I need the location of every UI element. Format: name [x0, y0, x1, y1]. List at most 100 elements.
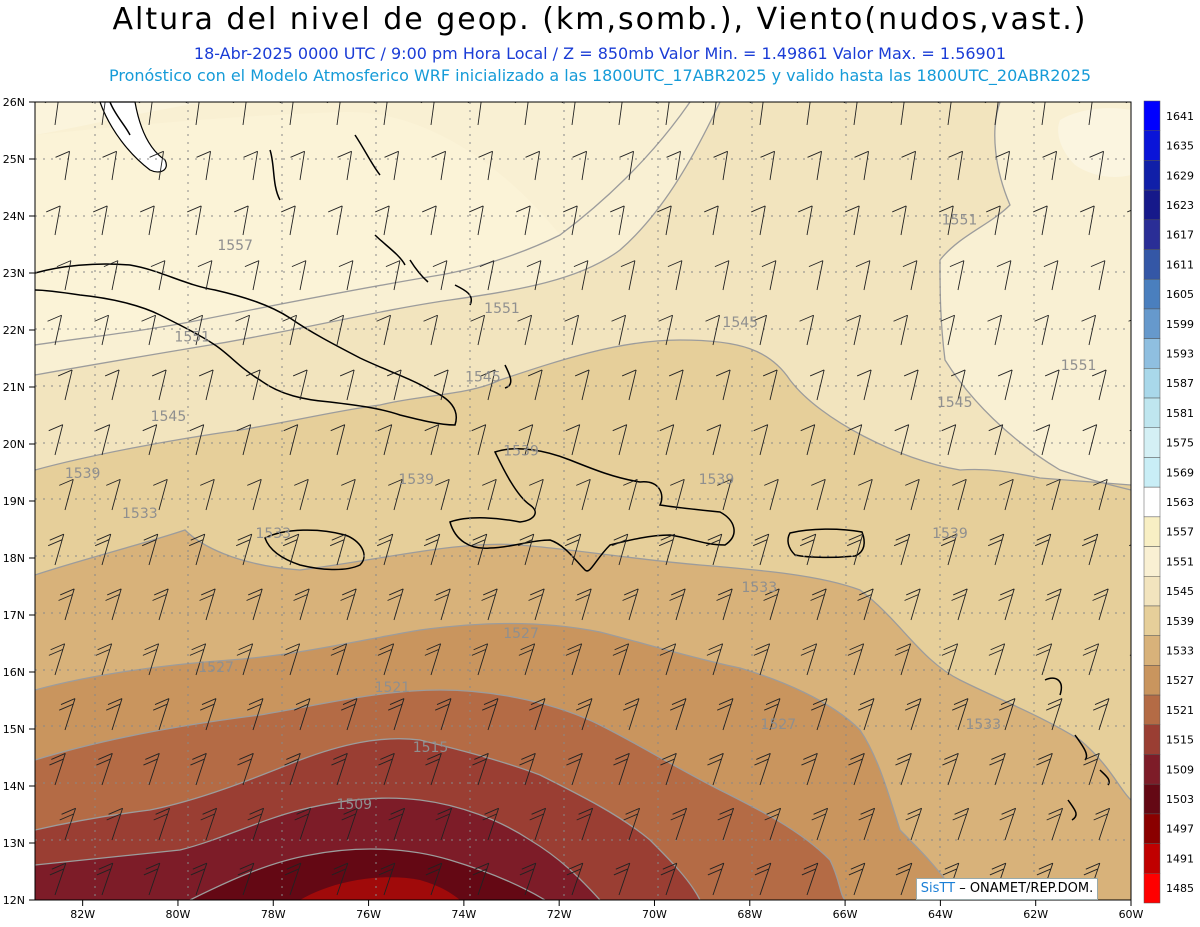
wind-barb	[657, 205, 672, 236]
wind-barb	[424, 533, 441, 566]
contour-label: 1539	[503, 443, 539, 459]
wind-barb	[235, 314, 250, 346]
wind-barb	[529, 807, 547, 841]
wind-barb	[1036, 752, 1053, 786]
wind-barb	[331, 862, 349, 896]
wind-barb	[905, 478, 920, 511]
wind-barb	[283, 643, 301, 676]
wind-barb	[232, 102, 247, 126]
wind-barb	[949, 260, 965, 291]
wind-barb	[847, 424, 863, 456]
wind-barb	[890, 102, 905, 126]
wind-barb	[433, 369, 449, 401]
wind-barb	[984, 102, 999, 126]
wind-barb	[754, 862, 772, 896]
contour-label: 1521	[375, 680, 411, 696]
wind-barb	[431, 150, 446, 181]
wind-barb	[150, 260, 166, 291]
wind-barb	[948, 150, 963, 181]
colorbar-swatch	[1143, 576, 1161, 607]
wind-barb	[59, 807, 77, 841]
wind-barb	[847, 643, 865, 676]
wind-barb	[284, 752, 301, 786]
wind-barb	[986, 205, 1001, 236]
wind-barb	[1034, 314, 1049, 346]
wind-barb	[903, 369, 919, 401]
wind-barb	[713, 150, 728, 181]
colorbar-swatch	[1143, 338, 1161, 369]
wind-barb	[905, 698, 922, 731]
wind-barb	[91, 102, 106, 126]
wind-barb	[810, 588, 827, 621]
wind-barb	[200, 807, 218, 841]
contour-label: 1527	[761, 717, 797, 733]
wind-barb	[858, 478, 873, 511]
wind-barb	[188, 314, 203, 346]
colorbar-label: 1509	[1166, 763, 1194, 776]
wind-barb	[434, 588, 451, 621]
colorbar-label: 1587	[1166, 377, 1194, 390]
wind-barb	[149, 150, 164, 181]
contour-label: 1533	[255, 526, 291, 542]
wind-barb	[670, 698, 687, 731]
wind-barb	[846, 314, 861, 346]
wind-barb	[197, 260, 213, 291]
wind-barb	[941, 424, 957, 456]
wind-barb	[48, 643, 66, 676]
wind-barb	[96, 752, 113, 786]
colorbar-label: 1491	[1166, 852, 1194, 865]
wind-barb	[96, 862, 114, 896]
colorbar-label: 1581	[1166, 407, 1194, 420]
wind-barb	[565, 643, 583, 676]
wind-barb	[655, 102, 670, 126]
wind-barb	[1082, 424, 1098, 456]
wind-barb	[848, 862, 866, 896]
wind-barb	[801, 752, 818, 786]
wind-barb	[857, 588, 874, 621]
wind-barb	[48, 424, 64, 456]
wind-barb	[234, 205, 249, 236]
colorbar-label: 1521	[1166, 704, 1194, 717]
wind-barb	[707, 862, 725, 896]
wind-barb	[330, 643, 348, 676]
wind-barb	[424, 643, 442, 676]
wind-barb	[377, 424, 393, 456]
contour-label: 1527	[198, 660, 234, 676]
wind-barb	[479, 260, 495, 291]
sistt-logo-text: SisTT	[920, 881, 956, 896]
colorbar-swatch	[1143, 694, 1161, 726]
wind-barb	[621, 369, 637, 401]
wind-barb	[717, 698, 734, 731]
wind-barb	[106, 807, 124, 841]
wind-barb	[574, 369, 590, 401]
wind-barb	[424, 424, 440, 456]
colorbar-swatch	[1143, 189, 1161, 221]
wind-barb	[1129, 654, 1131, 656]
wind-barb	[717, 807, 735, 841]
wind-barb	[189, 533, 206, 566]
wind-barb	[952, 807, 970, 841]
wind-barb	[152, 588, 169, 621]
geopotential-shading	[35, 102, 1131, 900]
wind-barb	[291, 260, 307, 291]
contour-label: 1545	[937, 395, 973, 411]
wind-barb	[44, 102, 59, 126]
colorbar-label: 1557	[1166, 526, 1194, 539]
wind-barb	[941, 533, 958, 566]
wind-barb	[190, 752, 207, 786]
wind-barb	[1035, 424, 1051, 456]
wind-barb	[153, 698, 170, 731]
contour-label: 1539	[65, 466, 101, 482]
wind-barb	[809, 369, 825, 401]
lat-tick-label: 17N	[3, 609, 25, 622]
wind-barb	[141, 314, 156, 346]
wind-barb	[612, 424, 628, 456]
wind-barb	[905, 807, 923, 841]
wind-barb	[622, 588, 639, 621]
lat-tick-label: 16N	[3, 666, 25, 679]
wind-barb	[623, 807, 641, 841]
lat-tick-label: 21N	[3, 381, 25, 394]
wind-barb	[950, 369, 966, 401]
wind-barb	[196, 150, 211, 181]
